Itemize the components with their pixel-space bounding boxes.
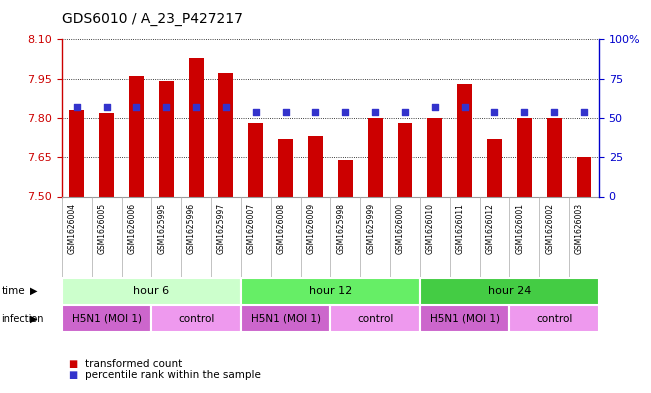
Text: infection: infection [1,314,44,324]
Text: control: control [178,314,214,324]
Text: control: control [357,314,393,324]
Text: hour 12: hour 12 [309,286,352,296]
Bar [547,118,562,196]
Bar [62,278,241,305]
Text: percentile rank within the sample: percentile rank within the sample [85,370,260,380]
Text: H5N1 (MOI 1): H5N1 (MOI 1) [72,314,142,324]
Bar [427,118,442,196]
Point [370,108,380,115]
Point [161,104,171,110]
Bar [278,139,293,196]
Text: ■: ■ [68,358,77,369]
Text: GSM1625998: GSM1625998 [337,203,345,254]
Bar [420,278,599,305]
Bar [189,58,204,196]
Bar [517,118,532,196]
Point [221,104,231,110]
Text: GSM1626010: GSM1626010 [426,203,435,254]
Text: hour 6: hour 6 [133,286,169,296]
Text: transformed count: transformed count [85,358,182,369]
Point [72,104,82,110]
Point [400,108,410,115]
Bar [487,139,502,196]
Point [311,108,321,115]
Bar [151,305,241,332]
Bar [420,305,509,332]
Text: GSM1626011: GSM1626011 [456,203,465,254]
Text: GSM1625997: GSM1625997 [217,203,226,254]
Point [519,108,529,115]
Text: GSM1626008: GSM1626008 [277,203,286,254]
Bar [241,305,330,332]
Bar [248,123,263,196]
Bar [241,278,420,305]
Bar [577,157,592,196]
Point [281,108,291,115]
Text: GSM1626005: GSM1626005 [98,203,107,254]
Text: GSM1626000: GSM1626000 [396,203,405,254]
Text: H5N1 (MOI 1): H5N1 (MOI 1) [251,314,321,324]
Point [490,108,500,115]
Text: GSM1626004: GSM1626004 [68,203,77,254]
Bar [129,76,144,196]
Point [191,104,201,110]
Bar [398,123,413,196]
Text: GSM1625999: GSM1625999 [366,203,375,254]
Text: GSM1626012: GSM1626012 [486,203,495,254]
Bar [368,118,383,196]
Point [460,104,470,110]
Text: H5N1 (MOI 1): H5N1 (MOI 1) [430,314,500,324]
Bar [62,305,151,332]
Point [549,108,559,115]
Point [340,108,350,115]
Text: GSM1625996: GSM1625996 [187,203,196,254]
Text: ▶: ▶ [30,286,38,296]
Text: GSM1626007: GSM1626007 [247,203,256,254]
Text: control: control [536,314,572,324]
Text: ▶: ▶ [30,314,38,324]
Point [102,104,112,110]
Text: GSM1626001: GSM1626001 [516,203,524,254]
Text: GSM1626006: GSM1626006 [128,203,137,254]
Text: hour 24: hour 24 [488,286,531,296]
Bar [510,305,599,332]
Point [251,108,261,115]
Bar [69,110,84,196]
Text: ■: ■ [68,370,77,380]
Text: GSM1626009: GSM1626009 [307,203,316,254]
Bar [219,73,234,196]
Text: GSM1625995: GSM1625995 [158,203,166,254]
Bar [457,84,472,196]
Bar [159,81,174,196]
Text: time: time [1,286,25,296]
Text: GDS6010 / A_23_P427217: GDS6010 / A_23_P427217 [62,12,243,26]
Bar [308,136,323,196]
Bar [331,305,420,332]
Text: GSM1626002: GSM1626002 [545,203,554,254]
Text: GSM1626003: GSM1626003 [575,203,584,254]
Bar [338,160,353,196]
Point [430,104,440,110]
Point [579,108,589,115]
Point [132,104,142,110]
Bar [99,113,114,196]
